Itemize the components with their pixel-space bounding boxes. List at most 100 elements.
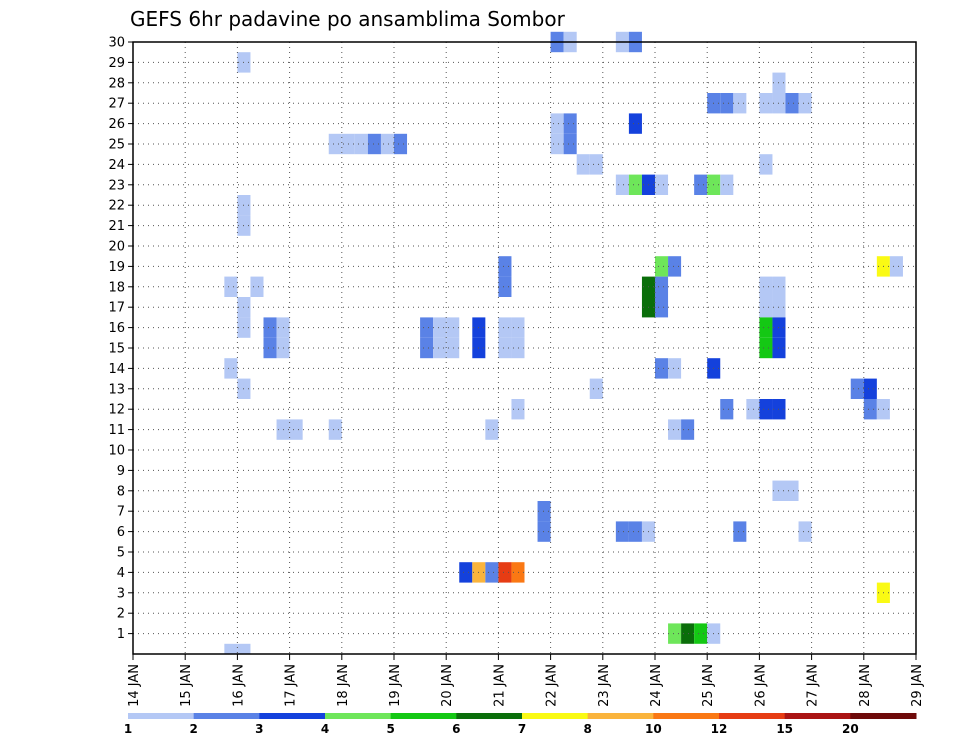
x-tick-label: 28 JAN	[858, 664, 873, 707]
legend-swatch	[456, 713, 523, 719]
heatmap-cells	[224, 31, 903, 654]
heatmap-cell	[485, 562, 499, 583]
chart-title: GEFS 6hr padavine po ansamblima Sombor	[130, 7, 566, 31]
x-tick-label: 21 JAN	[492, 664, 507, 707]
legend-swatch	[128, 713, 195, 719]
heatmap-cell	[446, 337, 460, 359]
y-tick-label: 6	[117, 525, 125, 540]
y-tick-label: 13	[108, 382, 125, 397]
heatmap-cell	[668, 623, 682, 644]
legend-swatch	[390, 713, 457, 719]
heatmap-cell	[628, 174, 642, 195]
heatmap-cell	[759, 317, 773, 338]
heatmap-cell	[224, 643, 238, 654]
legend-label: 8	[583, 722, 591, 736]
legend-label: 15	[776, 722, 793, 736]
heatmap-cell	[563, 113, 577, 134]
heatmap-cell	[694, 174, 708, 195]
heatmap-cell	[628, 113, 642, 134]
legend-swatch	[522, 713, 589, 719]
y-axis: 1234567891011121314151617181920212223242…	[108, 36, 133, 642]
y-tick-label: 14	[108, 362, 125, 377]
heatmap-cell	[655, 276, 669, 297]
heatmap-cell	[420, 317, 434, 338]
heatmap-cell	[798, 93, 812, 114]
heatmap-cell	[537, 501, 551, 522]
heatmap-cell	[354, 133, 368, 155]
x-tick-label: 29 JAN	[910, 664, 925, 707]
x-tick-label: 25 JAN	[701, 664, 716, 707]
x-tick-label: 22 JAN	[545, 664, 560, 707]
x-tick-label: 14 JAN	[127, 664, 142, 707]
y-tick-label: 22	[108, 199, 125, 214]
heatmap-cell	[380, 133, 394, 155]
heatmap-cell	[668, 358, 682, 379]
x-tick-label: 19 JAN	[388, 664, 403, 707]
heatmap-cell	[498, 337, 512, 359]
heatmap-cell	[668, 419, 682, 440]
legend-label: 7	[518, 722, 526, 736]
heatmap-cell	[498, 317, 512, 338]
legend-label: 12	[711, 722, 728, 736]
legend-swatch	[719, 713, 786, 719]
heatmap-cell	[224, 358, 238, 379]
y-tick-label: 25	[108, 138, 125, 153]
heatmap-cell	[237, 643, 251, 654]
heatmap-cell	[759, 154, 773, 175]
y-tick-label: 17	[108, 301, 125, 316]
heatmap-cell	[733, 521, 747, 542]
x-tick-label: 26 JAN	[753, 664, 768, 707]
heatmap-cell	[446, 317, 460, 338]
heatmap-cell	[759, 337, 773, 359]
x-tick-label: 20 JAN	[440, 664, 455, 707]
heatmap-cell	[367, 133, 381, 155]
heatmap-cell	[615, 174, 629, 195]
y-tick-label: 5	[117, 546, 125, 561]
heatmap-cell	[850, 378, 864, 399]
x-axis: 14 JAN 15 JAN 16 JAN 17 JAN 18 JAN 19 JAN 20 J…	[127, 654, 925, 707]
heatmap-cell	[263, 317, 277, 338]
heatmap-cell	[720, 174, 734, 195]
heatmap-cell	[720, 399, 734, 420]
y-tick-label: 24	[108, 158, 125, 173]
heatmap-cell	[433, 337, 447, 359]
y-tick-label: 29	[108, 56, 125, 71]
color-legend: 1 2 3 4 5 6 7 8 10 12 15 20	[124, 713, 917, 736]
heatmap-cell	[224, 276, 238, 297]
grid-lines	[133, 42, 916, 654]
heatmap-cell	[785, 93, 799, 114]
heatmap-cell	[785, 480, 799, 501]
heatmap-cell	[589, 378, 603, 399]
heatmap-cell	[289, 419, 303, 440]
heatmap-cell	[511, 399, 525, 420]
heatmap-cell	[694, 623, 708, 644]
x-tick-label: 23 JAN	[597, 664, 612, 707]
legend-swatch	[259, 713, 326, 719]
x-tick-label: 18 JAN	[336, 664, 351, 707]
y-tick-label: 20	[108, 240, 125, 255]
y-tick-label: 4	[117, 566, 125, 581]
legend-label: 6	[452, 722, 460, 736]
heatmap-cell	[511, 317, 525, 338]
heatmap-cell	[328, 133, 342, 155]
y-tick-label: 1	[117, 627, 125, 642]
heatmap-cell	[615, 521, 629, 542]
heatmap-cell	[798, 521, 812, 542]
y-tick-label: 27	[108, 97, 125, 112]
heatmap-cell	[889, 256, 903, 277]
legend-label: 1	[124, 722, 132, 736]
legend-label: 20	[842, 722, 859, 736]
x-tick-label: 17 JAN	[284, 664, 299, 707]
y-tick-label: 21	[108, 219, 125, 234]
y-tick-label: 3	[117, 586, 125, 601]
y-tick-label: 19	[108, 260, 125, 275]
heatmap-cell	[589, 154, 603, 175]
heatmap-cell	[263, 337, 277, 359]
x-tick-label: 27 JAN	[806, 664, 821, 707]
heatmap-cell	[511, 562, 525, 583]
heatmap-cell	[628, 521, 642, 542]
heatmap-cell	[733, 93, 747, 114]
heatmap-cell	[759, 399, 773, 420]
y-tick-label: 30	[108, 36, 125, 51]
